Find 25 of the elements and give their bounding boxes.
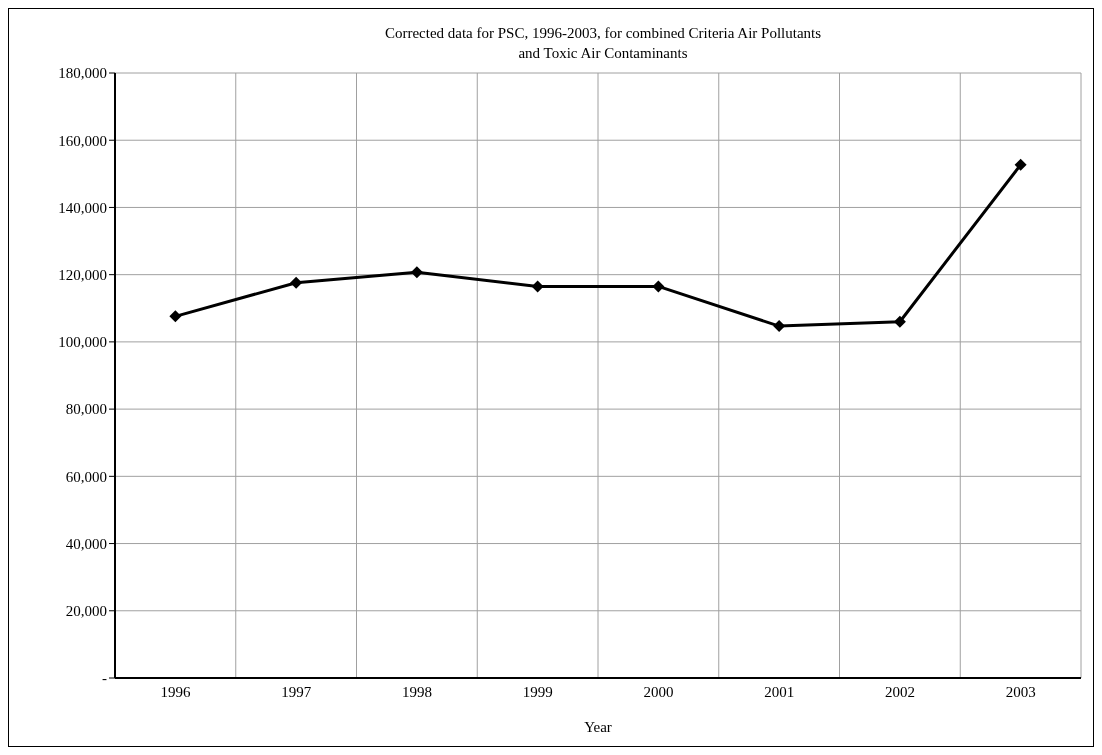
y-tick-label: 80,000 <box>65 401 107 418</box>
point <box>169 310 182 323</box>
x-tick-label: 1997 <box>281 683 312 700</box>
x-tick-label: 2003 <box>1005 683 1036 700</box>
y-tick-label: 180,000 <box>58 65 107 82</box>
y-tick-label: 160,000 <box>58 132 107 149</box>
y-tick-label: - <box>102 670 107 687</box>
x-tick-label: 2000 <box>643 683 674 700</box>
y-tick-label: 20,000 <box>65 603 107 620</box>
point <box>290 276 303 289</box>
point <box>1014 158 1027 171</box>
y-tick-label: 140,000 <box>58 199 107 216</box>
y-tick-label: 120,000 <box>58 266 107 283</box>
point <box>410 266 423 279</box>
x-tick-label: 2002 <box>884 683 915 700</box>
x-tick-label: 1999 <box>522 683 553 700</box>
x-axis-title: Year <box>584 719 612 735</box>
y-tick-label: 100,000 <box>58 334 107 351</box>
x-tick-label: 1996 <box>160 683 191 700</box>
point <box>893 315 906 328</box>
x-tick-label: 2001 <box>764 683 795 700</box>
x-tick-label: 1998 <box>401 683 432 700</box>
chart-title: Corrected data for PSC, 1996-2003, for combined Criteria Air Pollutants and Toxic Air Contaminants <box>383 24 823 63</box>
y-tick-label: 40,000 <box>65 535 107 552</box>
y-tick-label: 60,000 <box>65 468 107 485</box>
